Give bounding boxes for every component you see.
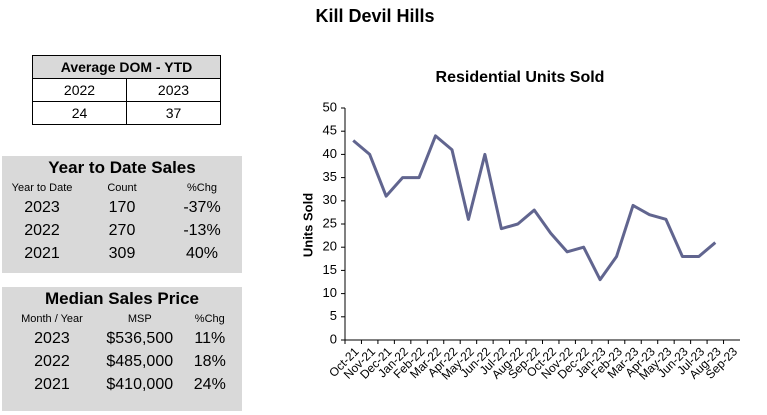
y-tick-label: 45 <box>323 123 337 138</box>
cell: 2022 <box>24 221 60 239</box>
cell: -37% <box>183 198 221 216</box>
y-tick-label: 35 <box>323 169 337 184</box>
row: 2023 $536,500 11% <box>2 327 242 350</box>
header-row: Month / Year MSP %Chg <box>2 311 242 327</box>
cell: $485,000 <box>106 352 174 370</box>
cell: 2023 <box>34 329 70 347</box>
series-line <box>352 134 717 282</box>
table-title: Median Sales Price <box>44 289 200 308</box>
cell: 2023 <box>24 198 60 216</box>
y-tick-label: 20 <box>323 239 337 254</box>
y-tick-label: 50 <box>323 99 337 114</box>
column-header: 2022 <box>32 78 127 102</box>
msp-table: Median Sales Price Month / Year MSP %Chg 202… <box>2 287 242 411</box>
cell: 11% <box>194 329 226 347</box>
row: 2022 270 -13% <box>2 219 242 242</box>
chart-title: Residential Units Sold <box>436 69 605 86</box>
y-tick-label: 15 <box>323 262 337 277</box>
table-title: Year to Date Sales <box>48 158 196 177</box>
cell: 37 <box>125 101 222 125</box>
y-tick-label: 30 <box>323 192 337 207</box>
y-axis-label: Units Sold <box>300 193 315 257</box>
cell: 2021 <box>24 244 60 262</box>
cell: 24 <box>32 101 127 125</box>
header-row: Year to Date Count %Chg <box>2 180 242 196</box>
y-tick-label: 25 <box>323 215 337 230</box>
cell: 40% <box>185 244 219 262</box>
cell: 170 <box>108 198 136 216</box>
cell: 18% <box>193 352 226 370</box>
column-header: 2023 <box>125 78 222 102</box>
cell: 2021 <box>34 375 70 393</box>
row: 2021 $410,000 24% <box>2 373 242 396</box>
table-title: Average DOM - YTD <box>32 55 221 79</box>
column-header: Month / Year <box>21 313 83 325</box>
cell: 24% <box>193 375 226 393</box>
table: Month / Year MSP %Chg 2023 $536,500 11% 2022 $4… <box>2 311 242 396</box>
column-header: %Chg <box>194 313 225 325</box>
row: Average DOM - YTD <box>32 55 221 79</box>
table: Average DOM - YTD 2022 2023 24 37 <box>32 55 222 125</box>
page-title: Kill Devil Hills <box>315 6 434 26</box>
row: 2023 170 -37% <box>2 196 242 219</box>
row: 24 37 <box>32 101 222 125</box>
y-tick-label: 0 <box>330 331 337 346</box>
cell: -13% <box>183 221 221 239</box>
y-tick-label: 5 <box>330 308 337 323</box>
cell: $410,000 <box>106 375 174 393</box>
column-header: Count <box>107 182 137 194</box>
table: Year to Date Count %Chg 2023 170 -37% 2022 270 -… <box>2 180 242 265</box>
row: 2022 $485,000 18% <box>2 350 242 373</box>
column-header: %Chg <box>187 182 217 194</box>
ytd-table: Year to Date Sales Year to Date Count %Chg 2… <box>2 156 242 273</box>
cell: 2022 <box>34 352 70 370</box>
cell: 309 <box>108 244 136 262</box>
dom-table: Average DOM - YTD 2022 2023 24 37 <box>32 55 222 125</box>
column-header: Year to Date <box>11 182 73 194</box>
column-header: MSP <box>127 313 152 325</box>
row: 2022 2023 <box>32 78 222 102</box>
y-tick-label: 40 <box>323 146 337 161</box>
y-tick-label: 10 <box>323 285 337 300</box>
row: 2021 309 40% <box>2 242 242 265</box>
cell: $536,500 <box>106 329 174 347</box>
cell: 270 <box>108 221 136 239</box>
